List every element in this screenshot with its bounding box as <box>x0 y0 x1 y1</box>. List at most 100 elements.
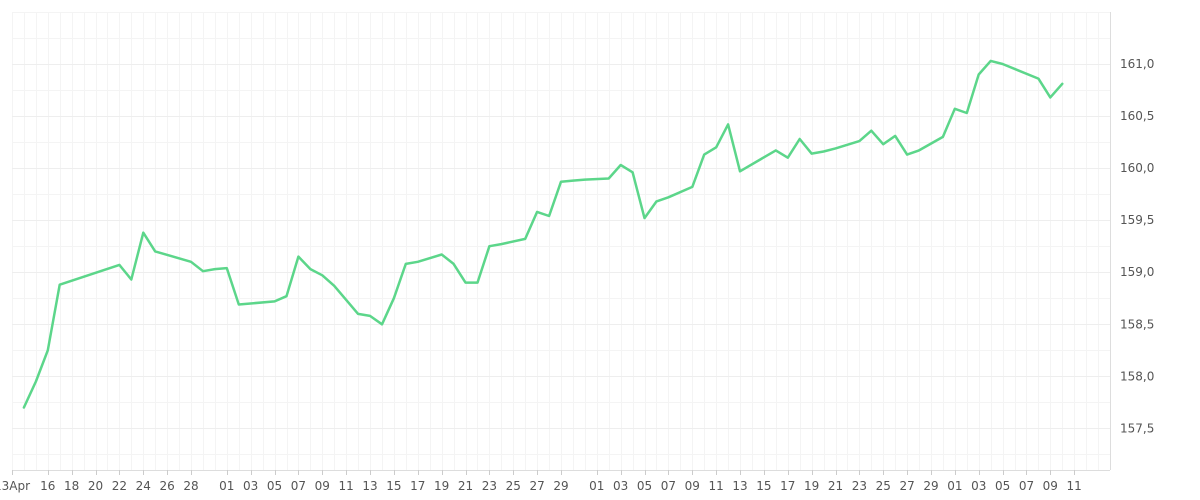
x-tick-label: 01 <box>589 479 604 493</box>
data-point[interactable] <box>235 300 243 308</box>
data-point[interactable] <box>56 281 64 289</box>
data-point[interactable] <box>629 168 637 176</box>
x-tick-label: 18 <box>64 479 79 493</box>
data-point[interactable] <box>318 271 326 279</box>
data-point[interactable] <box>796 135 804 143</box>
data-point[interactable] <box>450 260 458 268</box>
data-point[interactable] <box>903 151 911 159</box>
data-point[interactable] <box>199 267 207 275</box>
data-point[interactable] <box>115 261 123 269</box>
data-point[interactable] <box>867 127 875 135</box>
data-point[interactable] <box>473 279 481 287</box>
data-point[interactable] <box>390 294 398 302</box>
data-point[interactable] <box>832 144 840 152</box>
data-point[interactable] <box>151 247 159 255</box>
series-group <box>20 57 1066 412</box>
data-point[interactable] <box>306 265 314 273</box>
data-point[interactable] <box>462 279 470 287</box>
data-point[interactable] <box>1046 93 1054 101</box>
data-point[interactable] <box>497 240 505 248</box>
data-point[interactable] <box>521 235 529 243</box>
data-point[interactable] <box>724 120 732 128</box>
x-tick-label: 03 <box>613 479 628 493</box>
data-point[interactable] <box>139 229 147 237</box>
x-tick-label: 28 <box>183 479 198 493</box>
data-point[interactable] <box>963 109 971 117</box>
data-point[interactable] <box>939 133 947 141</box>
data-point[interactable] <box>605 175 613 183</box>
x-tick-label: 11 <box>709 479 724 493</box>
x-tick-label: 27 <box>899 479 914 493</box>
x-tick-label: 26 <box>160 479 175 493</box>
data-point[interactable] <box>664 193 672 201</box>
data-point[interactable] <box>283 292 291 300</box>
y-tick-label: 159,0 <box>1120 265 1154 279</box>
data-point[interactable] <box>557 178 565 186</box>
data-point[interactable] <box>879 140 887 148</box>
data-point[interactable] <box>951 105 959 113</box>
data-point[interactable] <box>545 212 553 220</box>
data-point[interactable] <box>211 265 219 273</box>
data-point[interactable] <box>808 150 816 158</box>
x-tick-label: 07 <box>1019 479 1034 493</box>
data-point[interactable] <box>617 161 625 169</box>
data-point[interactable] <box>569 177 577 185</box>
data-point[interactable] <box>641 214 649 222</box>
y-tick-label: 158,5 <box>1120 317 1154 331</box>
data-point[interactable] <box>378 320 386 328</box>
data-point[interactable] <box>485 242 493 250</box>
data-point[interactable] <box>294 253 302 261</box>
y-tick-label: 160,5 <box>1120 109 1154 123</box>
data-point[interactable] <box>20 404 28 412</box>
data-point[interactable] <box>712 143 720 151</box>
y-tick-label: 159,5 <box>1120 213 1154 227</box>
x-tick-label: 17 <box>410 479 425 493</box>
x-tick-label: 09 <box>1043 479 1058 493</box>
x-tick-label: 24 <box>136 479 151 493</box>
data-point[interactable] <box>891 132 899 140</box>
data-point[interactable] <box>187 258 195 266</box>
data-point[interactable] <box>1034 75 1042 83</box>
data-point[interactable] <box>414 258 422 266</box>
data-point[interactable] <box>820 147 828 155</box>
data-point[interactable] <box>271 297 279 305</box>
data-point[interactable] <box>700 151 708 159</box>
data-point[interactable] <box>533 208 541 216</box>
data-point[interactable] <box>784 154 792 162</box>
y-tick-label: 161,0 <box>1120 57 1154 71</box>
data-point[interactable] <box>223 264 231 272</box>
data-point[interactable] <box>330 282 338 290</box>
data-point[interactable] <box>581 176 589 184</box>
data-point[interactable] <box>987 57 995 65</box>
x-tick-label: 05 <box>267 479 282 493</box>
x-tick-label: 11 <box>1067 479 1082 493</box>
x-tick-label: 19 <box>434 479 449 493</box>
x-tick-label: 22 <box>112 479 127 493</box>
data-point[interactable] <box>402 260 410 268</box>
data-point[interactable] <box>44 346 52 354</box>
x-tick-label: 01 <box>947 479 962 493</box>
x-tick-label: 09 <box>685 479 700 493</box>
data-point[interactable] <box>772 146 780 154</box>
x-tick-label: 27 <box>529 479 544 493</box>
data-point[interactable] <box>32 378 40 386</box>
data-point[interactable] <box>127 276 135 284</box>
data-point[interactable] <box>736 167 744 175</box>
data-point[interactable] <box>999 60 1007 68</box>
data-point[interactable] <box>354 310 362 318</box>
data-point[interactable] <box>438 251 446 259</box>
data-point[interactable] <box>915 146 923 154</box>
data-point[interactable] <box>855 137 863 145</box>
data-point[interactable] <box>652 197 660 205</box>
data-point[interactable] <box>366 312 374 320</box>
grid <box>12 12 1111 470</box>
data-point[interactable] <box>1058 80 1066 88</box>
x-tick-label: 13 <box>732 479 747 493</box>
x-tick-label: 23 <box>852 479 867 493</box>
x-tick-label: 03 <box>971 479 986 493</box>
x-tick-label: 19 <box>804 479 819 493</box>
data-point[interactable] <box>688 183 696 191</box>
data-point[interactable] <box>975 70 983 78</box>
